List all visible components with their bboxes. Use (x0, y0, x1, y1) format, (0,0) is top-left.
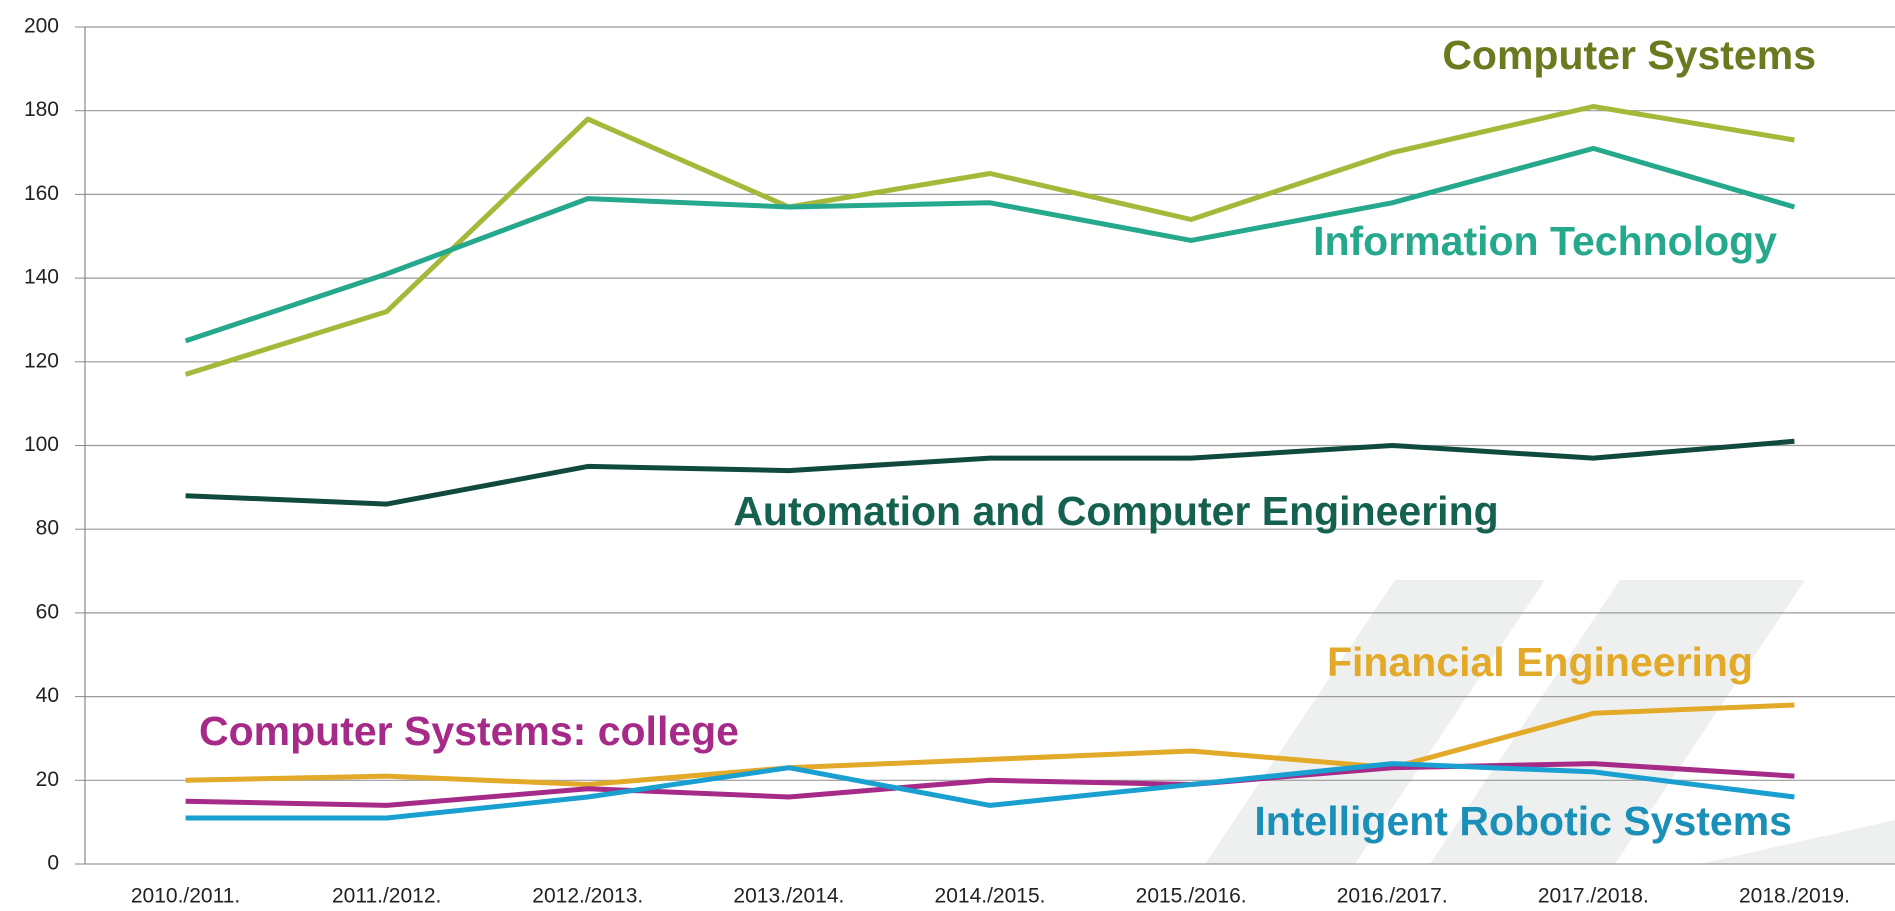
y-tick-label: 200 (24, 15, 59, 38)
y-tick-label: 140 (24, 266, 59, 289)
series-line (185, 761, 1795, 821)
series-line (185, 438, 1795, 507)
y-tick-label: 20 (36, 768, 59, 791)
x-tick-label: 2013./2014. (733, 885, 844, 908)
series-label: Automation and Computer Engineering (733, 488, 1498, 534)
y-tick-label: 40 (36, 684, 59, 707)
series-label: Financial Engineering (1327, 639, 1753, 685)
y-tick-label: 80 (36, 517, 59, 540)
series-label: Information Technology (1313, 218, 1777, 264)
series-label: Intelligent Robotic Systems (1254, 798, 1792, 844)
x-tick-label: 2016./2017. (1337, 885, 1448, 908)
x-tick-label: 2012./2013. (532, 885, 643, 908)
series-label: Computer Systems (1442, 32, 1816, 78)
y-tick-label: 120 (24, 349, 59, 372)
y-tick-label: 0 (47, 852, 59, 875)
y-tick-label: 160 (24, 182, 59, 205)
series-line (184, 145, 1796, 344)
y-tick-label: 100 (24, 433, 59, 456)
series-label: Computer Systems: college (199, 708, 739, 754)
x-tick-label: 2010./2011. (131, 885, 240, 908)
y-tick-label: 60 (36, 600, 59, 623)
series-line (185, 702, 1795, 787)
x-tick-label: 2017./2018. (1538, 885, 1649, 908)
series-line (185, 761, 1795, 808)
watermark (1205, 580, 1895, 864)
x-tick-label: 2015./2016. (1136, 885, 1247, 908)
x-tick-label: 2018./2019. (1739, 885, 1850, 908)
x-tick-label: 2014./2015. (935, 885, 1046, 908)
x-tick-label: 2011./2012. (332, 885, 441, 908)
y-tick-label: 180 (24, 98, 59, 121)
